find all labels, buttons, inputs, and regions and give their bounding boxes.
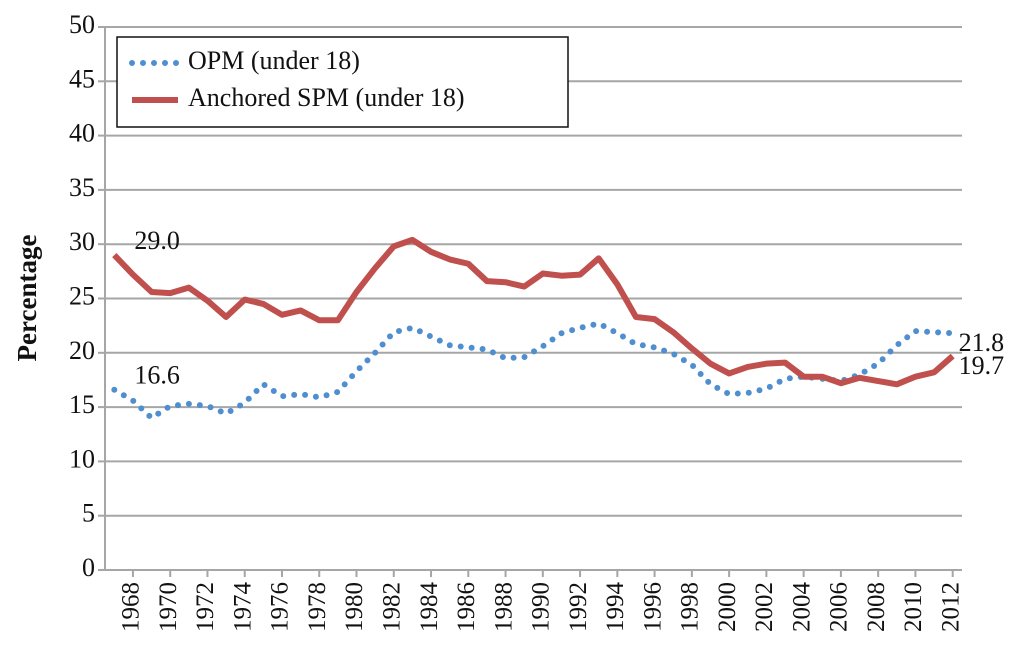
x-tick-label: 1968 xyxy=(118,582,145,632)
y-tick-label: 15 xyxy=(69,390,95,419)
x-tick-label: 2010 xyxy=(900,582,927,632)
x-tick-label: 2008 xyxy=(863,582,890,632)
series-line xyxy=(111,320,956,422)
data-label: 29.0 xyxy=(134,226,180,255)
series-line xyxy=(112,236,955,388)
x-tick-label: 1994 xyxy=(602,582,629,633)
legend-label: Anchored SPM (under 18) xyxy=(188,83,465,112)
x-tick-label: 1972 xyxy=(192,582,219,632)
x-tick-label: 2002 xyxy=(751,582,778,632)
y-tick-label: 5 xyxy=(82,499,95,528)
x-tick-label: 1998 xyxy=(677,582,704,632)
y-tick-label: 50 xyxy=(69,10,95,39)
x-tick-label: 2000 xyxy=(714,582,741,632)
y-axis-label: Percentage xyxy=(12,235,42,362)
x-tick-label: 1984 xyxy=(416,582,443,633)
y-tick-label: 35 xyxy=(69,173,95,202)
y-tick-label: 25 xyxy=(69,281,95,310)
x-tick-label: 1970 xyxy=(155,582,182,632)
x-tick-label: 2006 xyxy=(826,582,853,632)
y-tick-label: 20 xyxy=(69,336,95,365)
legend-label: OPM (under 18) xyxy=(188,46,360,75)
y-tick-label: 0 xyxy=(82,553,95,582)
legend: OPM (under 18) Anchored SPM (under 18) xyxy=(116,36,569,128)
x-tick-label: 2004 xyxy=(788,582,815,633)
data-label: 16.6 xyxy=(134,361,180,390)
x-tick-label: 1982 xyxy=(379,582,406,632)
y-tick-label: 45 xyxy=(69,64,95,93)
x-tick-label: 1988 xyxy=(490,582,517,632)
data-label: 19.7 xyxy=(959,351,1005,380)
y-tick-label: 30 xyxy=(69,227,95,256)
x-tick-label: 1974 xyxy=(229,582,256,633)
x-tick-label: 1996 xyxy=(639,582,666,632)
legend-box xyxy=(116,36,569,128)
x-tick-label: 1976 xyxy=(267,582,294,632)
x-tick-label: 1992 xyxy=(565,582,592,632)
x-tick-label: 1980 xyxy=(341,582,368,632)
x-tick-label: 1978 xyxy=(304,582,331,632)
y-tick-label: 10 xyxy=(69,444,95,473)
x-tick-label: 1990 xyxy=(528,582,555,632)
x-tick-label: 2012 xyxy=(937,582,964,632)
data-label: 21.8 xyxy=(959,328,1005,357)
x-tick-label: 1986 xyxy=(453,582,480,632)
y-tick-label: 40 xyxy=(69,119,95,148)
